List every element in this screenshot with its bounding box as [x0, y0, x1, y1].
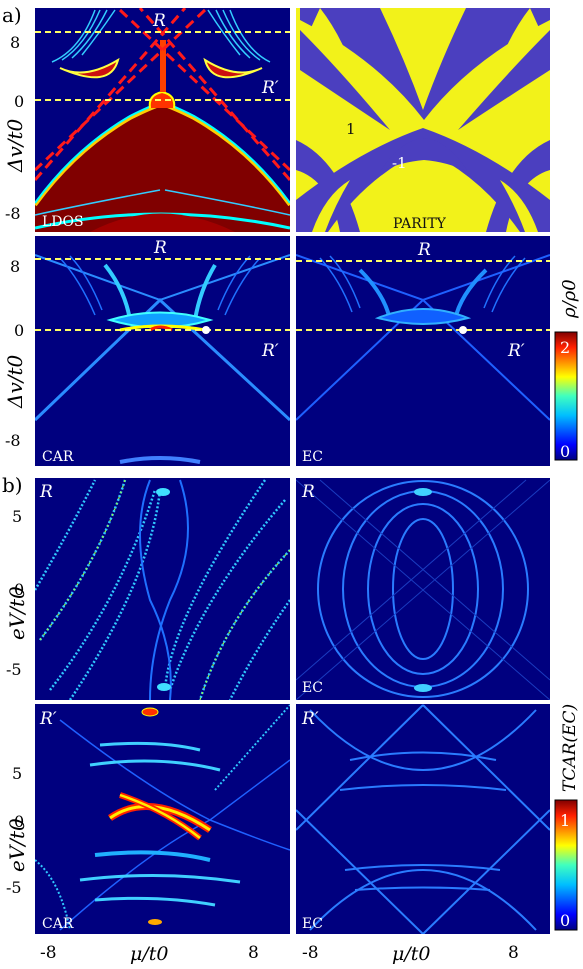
ytick-brp-5: 5 — [12, 764, 22, 783]
parity-region-minus: -1 — [392, 154, 407, 172]
b-r-car-panel: R — [35, 478, 290, 700]
ytick-ldos-8: 8 — [10, 33, 20, 52]
colorbar-a-max: 2 — [560, 338, 570, 357]
b-ylabel-top: eV/t0 — [5, 586, 29, 640]
ytick-ldos-m8: -8 — [5, 204, 21, 223]
r-label-ldos: R — [152, 11, 166, 31]
ytick-car-m8: -8 — [5, 431, 21, 450]
r-label-car-a: R — [153, 238, 167, 258]
panel-a-label: a) — [2, 3, 22, 27]
ec-panel-a: R R′ EC — [296, 236, 550, 466]
colorbar-a-label: ρ/ρ0 — [559, 279, 580, 319]
xlabel-left: μ/t0 — [130, 943, 168, 965]
ytick-car-0: 0 — [14, 321, 24, 340]
rprime-label-ldos: R′ — [261, 78, 279, 98]
b-rprime-ec-tag: R′ — [301, 709, 319, 729]
xtick-left-8: 8 — [248, 943, 259, 963]
b-r-car-tag: R — [39, 482, 53, 502]
ytick-br-5: 5 — [12, 507, 22, 526]
car-panel-a: R R′ CAR — [35, 236, 290, 466]
xtick-left-m8: -8 — [40, 943, 57, 963]
colorbar-b: 1 0 TCAR(EC) — [554, 704, 580, 931]
parity-tag: PARITY — [393, 216, 447, 232]
b-rprime-ec-caption: EC — [302, 916, 323, 932]
a-ylabel-bottom: Δv/t0 — [3, 354, 27, 409]
rprime-label-car-a: R′ — [261, 341, 279, 361]
colorbar-b-max: 1 — [560, 811, 570, 830]
b-r-ec-caption: EC — [302, 680, 323, 696]
parity-region-plus: 1 — [346, 120, 356, 138]
b-rprime-ec-panel: R′ EC — [296, 704, 550, 934]
colorbar-b-min: 0 — [560, 911, 570, 930]
b-ylabel-bottom: eV/t0 — [5, 818, 29, 872]
ytick-ldos-0: 0 — [14, 92, 24, 111]
b-rprime-car-panel: R′ CAR — [35, 704, 290, 934]
car-tag-a: CAR — [42, 449, 74, 465]
ytick-brp-m5: -5 — [6, 878, 22, 897]
xtick-right-m8: -8 — [302, 943, 319, 963]
b-r-ec-panel: R EC — [296, 478, 550, 700]
b-rprime-car-caption: CAR — [42, 916, 74, 932]
ytick-br-0: 0 — [14, 580, 24, 599]
b-r-ec-tag: R — [301, 482, 315, 502]
rprime-label-ec-a: R′ — [507, 341, 525, 361]
ldos-tag: LDOS — [42, 214, 84, 230]
xtick-right-8: 8 — [508, 943, 519, 963]
r-label-ec-a: R — [417, 240, 431, 260]
ldos-panel: R R′ LDOS — [35, 8, 290, 232]
a-ylabel-top: Δv/t0 — [3, 118, 27, 173]
parity-panel: 1 -1 PARITY — [296, 8, 550, 232]
colorbar-b-label: TCAR(EC) — [560, 704, 580, 792]
ytick-br-m5: -5 — [6, 660, 22, 679]
colorbar-a-min: 0 — [560, 442, 570, 461]
xlabel-right: μ/t0 — [392, 943, 430, 965]
ytick-car-8: 8 — [10, 257, 20, 276]
colorbar-a: 2 0 ρ/ρ0 — [554, 279, 580, 461]
ytick-brp-0: 0 — [14, 812, 24, 831]
b-rprime-car-tag: R′ — [39, 709, 57, 729]
panel-b-label: b) — [2, 473, 23, 497]
ec-tag-a: EC — [302, 449, 323, 465]
